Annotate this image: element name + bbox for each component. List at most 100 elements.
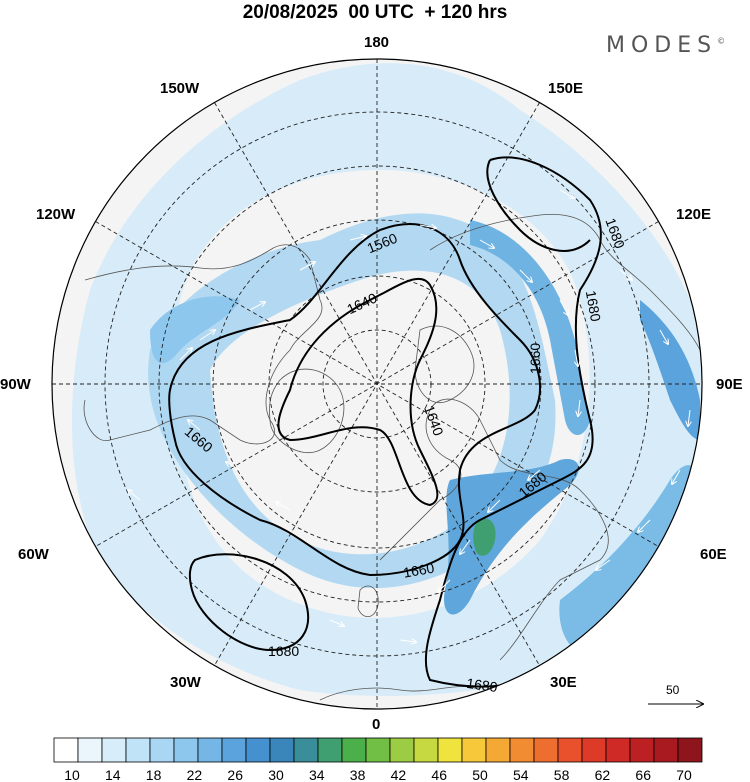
- colorbar-swatch: [149, 737, 175, 763]
- coastline-greenland: [269, 368, 345, 453]
- wind-vector: [399, 640, 416, 642]
- colorbar-tick-label: 10: [64, 767, 80, 782]
- colorbar-tick-label: 26: [227, 767, 243, 782]
- wind-vector: [349, 236, 366, 241]
- longitude-label-90w: 90W: [0, 376, 31, 393]
- coastline-britain: [357, 585, 379, 618]
- colorbar-swatch: [485, 737, 511, 763]
- colorbar-swatch: [581, 737, 607, 763]
- colorbar-tick-label: 30: [268, 767, 284, 782]
- wind-vector: [179, 348, 192, 361]
- colorbar-swatch: [605, 737, 631, 763]
- colorbar-swatch: [413, 737, 439, 763]
- brand-logo: MODES©: [606, 33, 725, 58]
- colorbar-swatch: [437, 737, 463, 763]
- wind-speed-shading: [71, 63, 702, 696]
- wind-vector: [276, 502, 291, 511]
- wind-vector: [188, 420, 201, 431]
- longitude-label-60e: 60E: [700, 546, 727, 563]
- colorbar-swatch: [101, 737, 127, 763]
- wind-vector: [596, 559, 611, 570]
- colorbar-tick-label: 66: [635, 767, 651, 782]
- colorbar-tick-label: 62: [595, 767, 611, 782]
- coastline-africa: [319, 686, 481, 701]
- contour-label: 1660: [527, 343, 543, 374]
- colorbar-tick-label: 14: [105, 767, 121, 782]
- colorbar-swatch: [389, 737, 415, 763]
- wind-vector: [128, 490, 141, 501]
- colorbar-swatch: [365, 737, 391, 763]
- colorbar-swatch: [629, 737, 655, 763]
- colorbar-swatch: [173, 737, 199, 763]
- wind-vectors: [128, 189, 690, 642]
- wind-vector: [575, 349, 578, 366]
- colorbar-swatch: [341, 737, 367, 763]
- wind-vector: [438, 579, 451, 592]
- geopotential-contours: [168, 156, 602, 688]
- jet-band-polar: [148, 213, 556, 589]
- jet-core-max: [473, 518, 496, 556]
- colorbar-tick-label: 18: [146, 767, 162, 782]
- longitude-label-150e: 150E: [548, 80, 584, 97]
- wind-vector: [559, 299, 568, 315]
- colorbar-swatch: [509, 737, 535, 763]
- jet-streak-eurasia: [444, 459, 579, 615]
- contour-1640: [277, 277, 439, 507]
- wind-vector: [519, 269, 532, 282]
- wind-vector: [619, 269, 632, 280]
- wind-vector: [659, 329, 668, 344]
- colorbar-swatch: [533, 737, 559, 763]
- contour-1680-northeast: [486, 159, 591, 252]
- colorbar-swatch: [125, 737, 151, 763]
- colorbar-swatch: [557, 737, 583, 763]
- contour-label: 1660: [402, 560, 436, 581]
- colorbar-tick-label: 50: [472, 767, 488, 782]
- wind-vector: [199, 330, 215, 341]
- contour-1660: [168, 223, 541, 577]
- wind-vector: [688, 409, 690, 426]
- longitude-label-90e: 90E: [716, 376, 743, 393]
- coastline-siberia: [414, 325, 475, 403]
- wind-vector: [479, 239, 494, 248]
- jet-streak-africa-east: [559, 465, 701, 655]
- wind-vector: [672, 469, 681, 484]
- colorbar-swatch: [653, 737, 679, 763]
- colorbar-swatch: [77, 737, 103, 763]
- map-title: 20/08/2025 00 UTC + 120 hrs: [242, 2, 508, 23]
- contour-label: 1680: [465, 675, 498, 695]
- wind-vector: [638, 519, 651, 532]
- longitude-label-60w: 60W: [18, 546, 49, 563]
- wind-vector: [419, 225, 436, 228]
- jet-band-outer: [71, 63, 702, 696]
- longitude-label-180: 180: [364, 34, 390, 51]
- colorbar-swatch: [317, 737, 343, 763]
- colorbar-swatch: [221, 737, 247, 763]
- contour-1680-east: [424, 156, 602, 688]
- colorbar-tick-label: 70: [676, 767, 692, 782]
- longitude-label-30w: 30W: [170, 674, 201, 691]
- contour-label: 1680: [268, 643, 299, 659]
- wind-vector: [528, 469, 541, 480]
- colorbar-tick-label: 54: [513, 767, 529, 782]
- wind-vector: [329, 619, 344, 626]
- contour-1680-southwest: [188, 553, 310, 652]
- jet-streak-america: [150, 296, 240, 364]
- colorbar-swatch: [53, 737, 79, 763]
- wind-vector: [559, 189, 574, 198]
- reference-vector-label: 50: [666, 683, 680, 697]
- brand-text: MODES: [606, 33, 718, 58]
- jet-streak-east: [640, 300, 700, 440]
- contour-label: 1680: [583, 289, 604, 323]
- longitude-label-120e: 120E: [676, 206, 712, 223]
- coastline-north-america: [83, 244, 323, 445]
- graticule: [52, 59, 702, 709]
- colorbar-swatch: [269, 737, 295, 763]
- colorbar-tick-label: 46: [431, 767, 447, 782]
- colorbar-tick-label: 42: [391, 767, 407, 782]
- wind-vector: [299, 262, 315, 271]
- colorbar-tick-label: 22: [187, 767, 203, 782]
- longitude-label-30e: 30E: [550, 674, 577, 691]
- longitude-label-120w: 120W: [36, 206, 76, 223]
